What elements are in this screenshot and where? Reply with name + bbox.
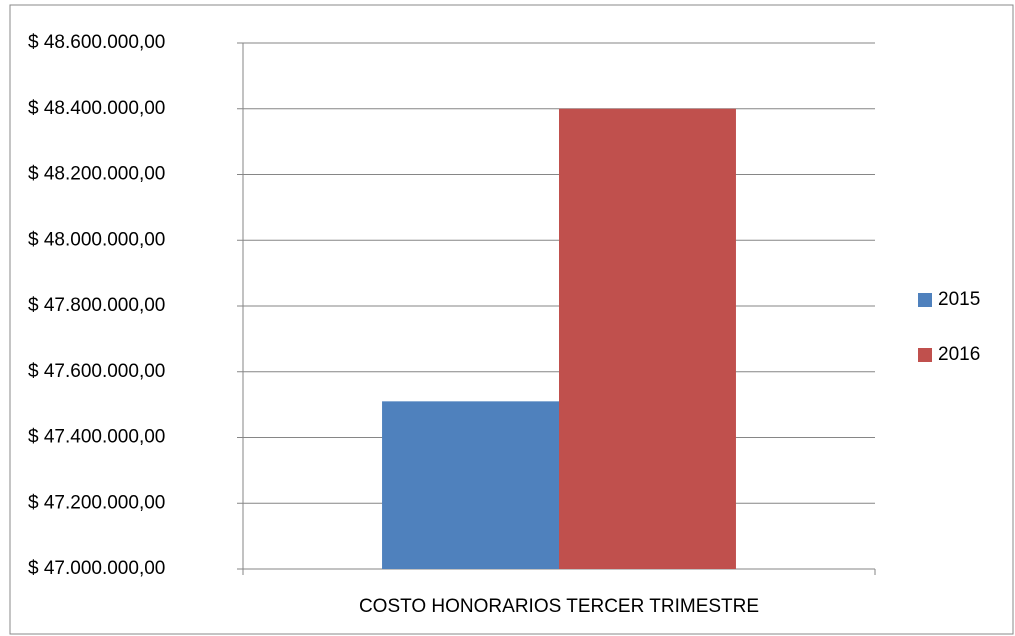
bar — [559, 108, 736, 569]
x-tick-label: COSTO HONORARIOS TERCER TRIMESTRE — [359, 596, 759, 617]
legend-swatch — [918, 348, 932, 362]
legend-swatch — [918, 293, 932, 307]
bar — [382, 401, 559, 569]
y-tick-label: $ 48.400.000,00 — [28, 98, 165, 119]
y-tick-label: $ 47.400.000,00 — [28, 427, 165, 448]
y-tick-label: $ 47.200.000,00 — [28, 492, 165, 513]
legend-label: 2016 — [938, 344, 980, 365]
y-tick-label: $ 48.200.000,00 — [28, 164, 165, 185]
y-tick-label: $ 48.000.000,00 — [28, 229, 165, 250]
legend-label: 2015 — [938, 289, 980, 310]
y-tick-label: $ 47.000.000,00 — [28, 558, 165, 579]
y-tick-label: $ 47.600.000,00 — [28, 361, 165, 382]
y-tick-label: $ 47.800.000,00 — [28, 295, 165, 316]
y-tick-label: $ 48.600.000,00 — [28, 32, 165, 53]
